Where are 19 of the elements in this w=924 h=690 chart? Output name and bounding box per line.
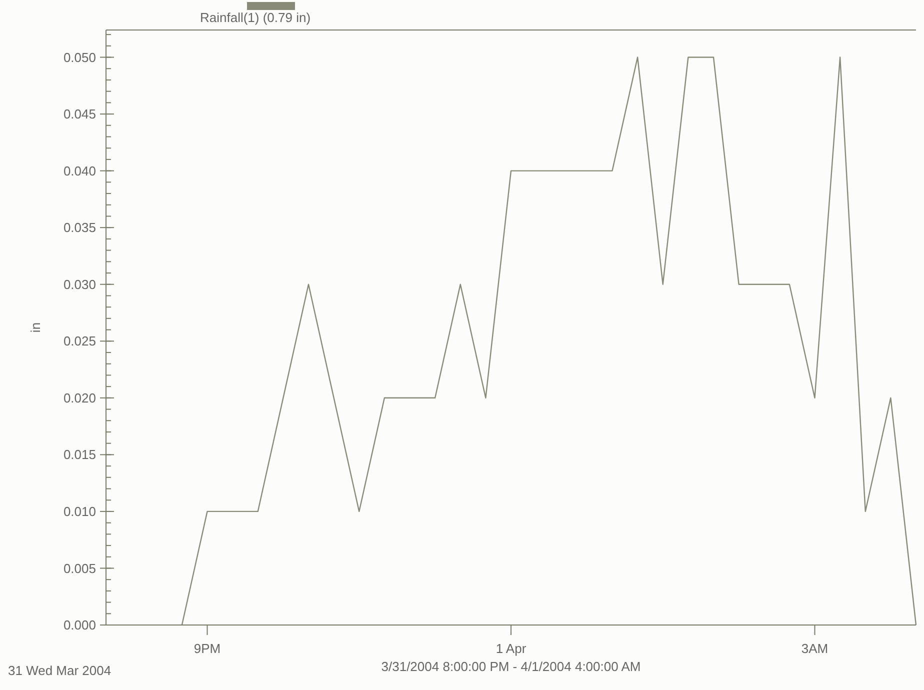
y-tick-label: 0.005 [63, 560, 96, 576]
y-tick-label: 0.020 [63, 390, 96, 406]
y-tick-label: 0.035 [63, 220, 96, 236]
y-tick-label: 0.015 [63, 447, 96, 462]
y-tick-label: 0.040 [63, 163, 96, 178]
y-tick-label: 0.025 [63, 334, 96, 349]
line-series [181, 56, 917, 626]
x-axis-title: 3/31/2004 8:00:00 PM - 4/1/2004 4:00:00 AM [381, 659, 641, 674]
x-tick-label: 3AM [801, 641, 828, 656]
y-tick-label: 0.010 [63, 504, 96, 519]
x-tick-label: 1 Apr [496, 641, 527, 656]
text: 31 Wed Mar 2004 [8, 663, 112, 678]
y-tick-label: 0.000 [63, 618, 96, 633]
y-tick-label: 0.050 [63, 50, 96, 65]
legend-label: Rainfall(1) (0.79 in) [200, 10, 311, 25]
y-axis-title: in [28, 322, 43, 333]
y-tick-label: 0.030 [63, 276, 96, 292]
x-tick-label: 9PM [194, 641, 221, 656]
y-tick-label: 0.045 [63, 106, 96, 122]
